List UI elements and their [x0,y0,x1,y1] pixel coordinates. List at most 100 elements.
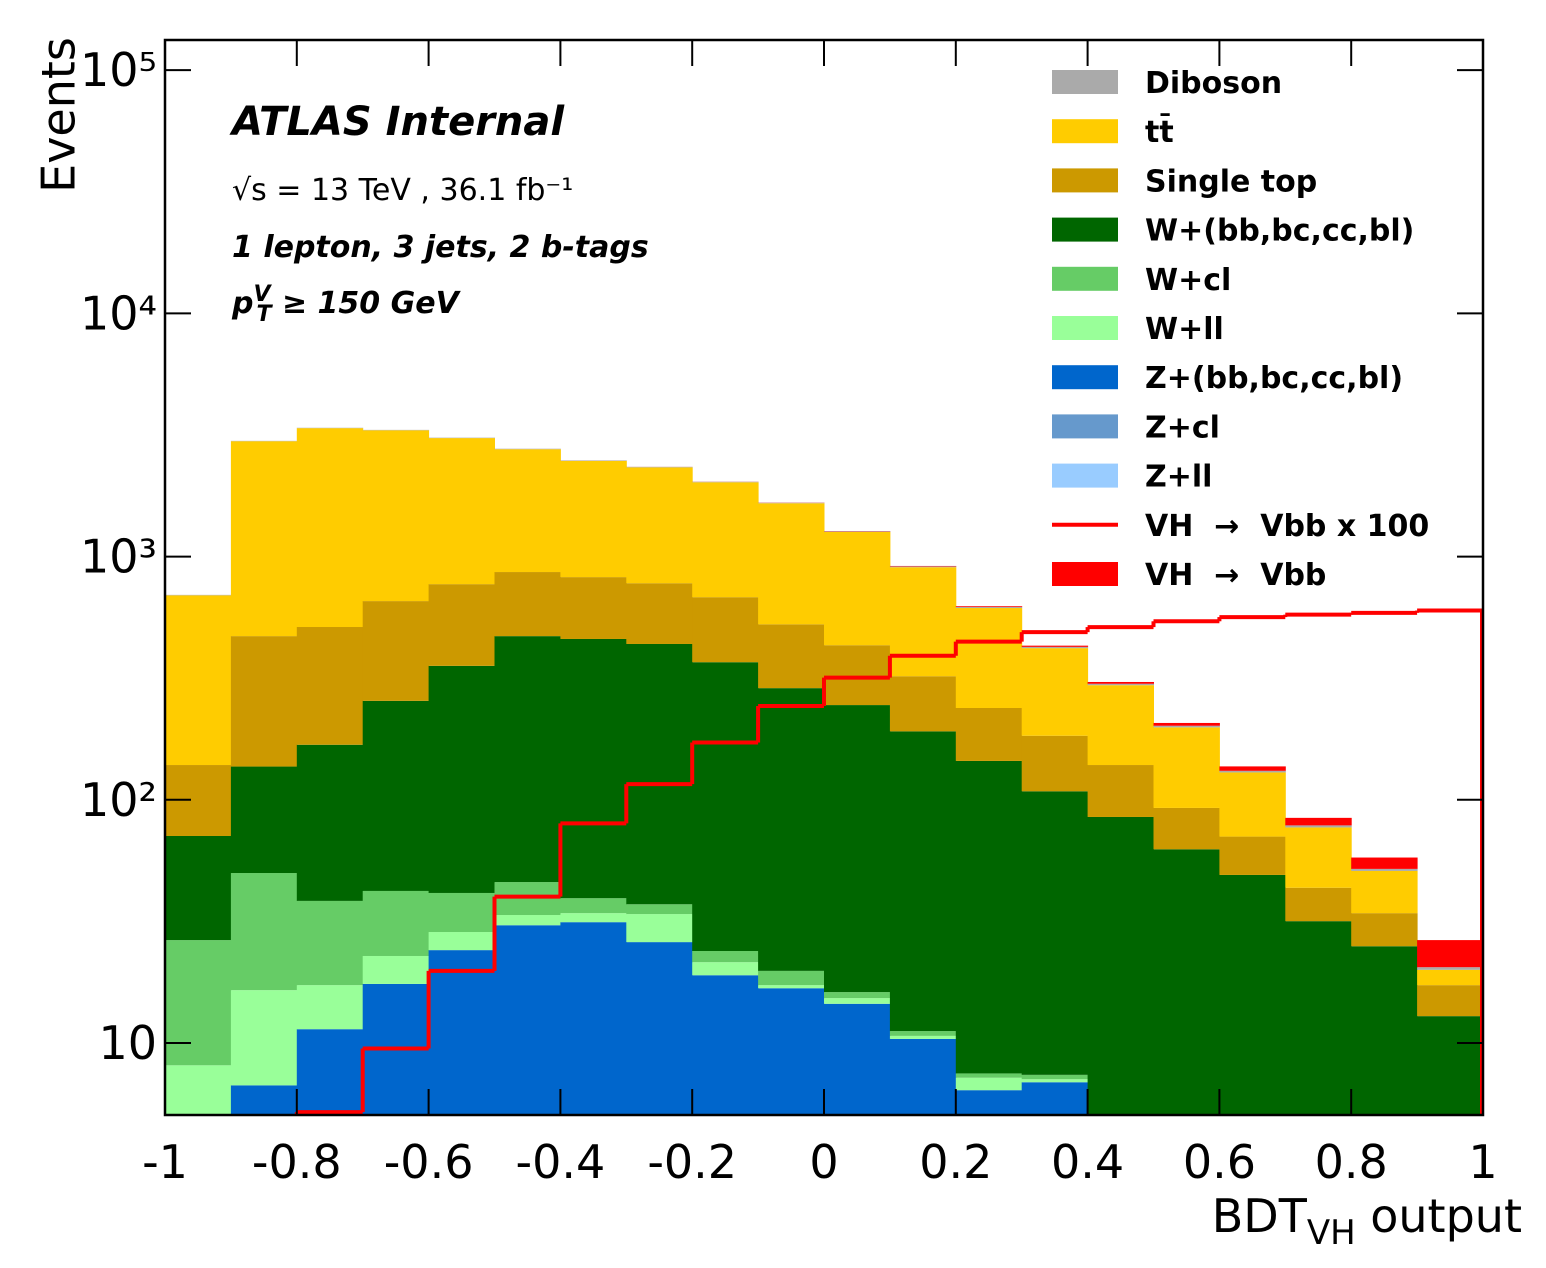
legend-label: W+ll [1145,312,1224,347]
bar-segment [165,835,232,941]
legend-label: VH → Vbb [1145,558,1326,593]
x-tick-label: -0.8 [252,1135,342,1189]
bar-segment [560,898,627,914]
bar-segment [1153,722,1220,726]
bar-segment [230,990,298,1086]
bar-segment [1219,770,1286,773]
bar-segment [362,890,430,956]
bar-segment [1351,857,1418,869]
bar-segment [692,962,759,976]
bar-segment [1021,791,1089,1075]
bar-segment [692,481,759,483]
bar-segment [955,707,1023,761]
bar-segment [230,441,298,637]
bar-segment [1021,1082,1089,1115]
bar-segment [758,985,825,989]
y-tick-label: 10³ [80,530,157,584]
bar-segment [626,904,693,915]
bar-segment [626,914,693,943]
bar-segment [626,1259,692,1268]
x-tick-label: 0.4 [1051,1135,1124,1189]
plot-area [165,427,1483,1268]
bar-segment [1417,969,1483,986]
bar-segment [494,449,561,573]
bar-segment [758,502,825,504]
y-axis-label: Events [32,37,86,193]
bar-segment [1417,1016,1483,1115]
bar-segment [824,998,891,1004]
legend-label: Diboson [1145,66,1282,101]
bar-segment [560,638,627,899]
bar-segment [824,992,891,999]
x-tick-label: -0.2 [647,1135,737,1189]
selection-label: 1 lepton, 3 jets, 2 b-tags [232,230,649,265]
bar-segment [1285,1251,1351,1267]
bar-segment [230,636,298,767]
bar-segment [1153,807,1220,850]
cut-rest: ≥ 150 GeV [272,286,462,321]
bar-segment [494,925,561,1115]
bar-segment [1219,766,1286,771]
legend-label: W+(bb,bc,cc,bl) [1145,214,1414,249]
bar-segment [494,636,561,883]
bar-segment [1021,735,1089,792]
bar-segment [626,942,693,1115]
legend-swatch [1052,266,1118,291]
bar-segment [889,1035,957,1039]
bar-segment [1153,725,1220,728]
bar-segment [1088,1189,1154,1213]
legend-swatch [1052,365,1118,390]
bar-segment [1154,1203,1220,1224]
bar-segment [692,597,759,663]
bar-segment [1219,772,1286,837]
bar-segment [1153,849,1220,1115]
bar-segment [824,531,891,532]
y-tick-label: 10⁴ [80,286,157,340]
legend-swatch [1052,463,1118,488]
legend-swatch [1052,168,1118,193]
cut-label: pV T ≥ 150 GeV [231,282,462,327]
bar-segment [626,467,693,584]
bar-segment [560,460,627,461]
legend-label: Z+cl [1145,410,1220,445]
bar-segment [1021,1074,1089,1080]
x-label-main: BDT [1212,1189,1308,1243]
bar-segment [758,988,825,1115]
bar-segment [1219,836,1286,875]
x-tick-label: -0.4 [516,1135,606,1189]
bar-segment [1417,985,1483,1017]
bar-segment [955,608,1023,708]
bar-segment [1021,646,1089,649]
bar-segment [362,430,430,602]
bar-segment [1219,874,1286,1115]
bar-segment [230,1085,298,1115]
legend-label: VH → Vbb x 100 [1145,509,1429,544]
bar-segment [296,1029,364,1115]
x-tick-label: -0.6 [384,1135,474,1189]
cut-sub: T [257,302,274,327]
bar-segment [296,985,364,1030]
bar-segment [428,892,495,933]
legend-label: Single top [1145,164,1317,199]
x-tick-label: 0 [809,1135,838,1189]
legend-label: Z+(bb,bc,cc,bl) [1145,361,1403,396]
bar-segment [165,940,232,1066]
bar-segment [1087,681,1154,684]
bar-segment [955,606,1023,607]
bar-segment [1351,868,1418,871]
bar-segment [428,584,495,666]
bar-segment [230,873,298,991]
legend-swatch [1052,562,1118,586]
bar-segment [626,643,693,905]
bar-segment [692,951,759,963]
bar-segment [1285,827,1352,888]
bar-segment [560,577,627,639]
bar-segment [758,688,825,971]
bar-segment [362,955,430,984]
bar-segment [296,900,364,986]
bar-segment [560,1251,626,1268]
bar-segment [1021,648,1089,736]
bar-segment [1285,887,1352,922]
x-label-sub: VH [1307,1213,1356,1253]
bar-segment [230,766,298,874]
